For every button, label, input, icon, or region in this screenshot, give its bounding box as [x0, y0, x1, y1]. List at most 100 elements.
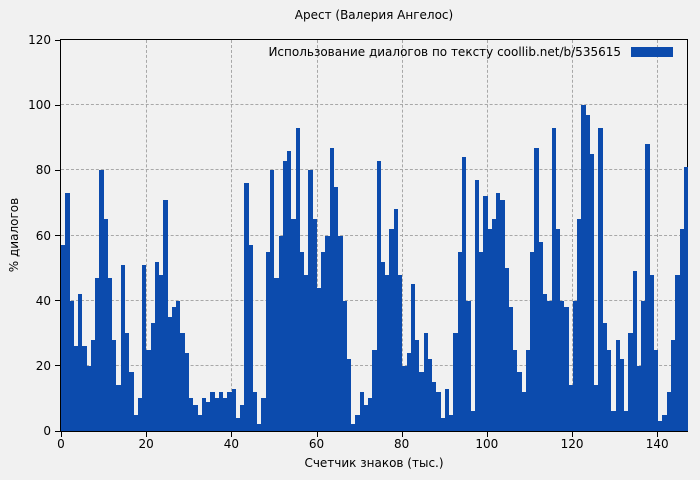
bar [129, 372, 134, 431]
bar [338, 235, 343, 431]
bar [244, 183, 249, 431]
bar [658, 421, 663, 431]
x-tick-mark [572, 431, 574, 437]
bar [167, 316, 172, 431]
bar [461, 157, 467, 431]
bar [645, 144, 650, 431]
bar [355, 414, 360, 431]
bar [193, 404, 198, 431]
legend-label: Использование диалогов по тексту coollib… [268, 45, 621, 59]
bar [312, 219, 317, 431]
v-gridline [572, 40, 574, 431]
h-gridline [61, 104, 687, 106]
bar [376, 160, 381, 431]
bar [351, 424, 356, 431]
bar [568, 385, 573, 431]
bar [577, 219, 582, 431]
bar [146, 349, 151, 431]
bar [607, 349, 612, 431]
bar [496, 193, 501, 431]
bar [137, 398, 143, 431]
bar [329, 147, 334, 431]
y-tick-label: 120 [28, 33, 51, 47]
bar [504, 268, 509, 431]
bar [363, 404, 369, 431]
bar [525, 349, 531, 431]
y-tick-mark [55, 365, 61, 367]
bar [636, 365, 642, 431]
bar [393, 209, 398, 431]
bar [594, 385, 599, 431]
y-tick-mark [55, 430, 61, 432]
bar [116, 385, 121, 431]
bar [543, 294, 548, 431]
bar [308, 170, 313, 431]
y-tick-label: 100 [28, 98, 51, 113]
x-tick-mark [61, 431, 62, 437]
bar [65, 193, 70, 431]
bar [342, 300, 347, 431]
x-tick-label: 40 [223, 437, 239, 451]
bar [572, 300, 578, 431]
bar [538, 242, 544, 431]
bar [295, 127, 300, 431]
h-gridline [61, 234, 687, 236]
bar [163, 199, 168, 431]
bar [410, 284, 416, 431]
x-tick-label: 60 [308, 437, 325, 451]
bar [159, 274, 164, 431]
h-gridline [61, 299, 687, 301]
bar [227, 391, 232, 431]
y-tick-label: 40 [35, 293, 51, 308]
bar [666, 391, 671, 431]
bar [500, 199, 505, 431]
x-tick-label: 0 [57, 437, 65, 451]
v-gridline [231, 40, 233, 431]
bar [649, 274, 654, 431]
chart-title: Арест (Валерия Ангелос) [294, 8, 454, 22]
bar [602, 323, 607, 431]
y-tick-mark [55, 39, 61, 41]
bar [321, 251, 326, 431]
bar [547, 300, 552, 431]
x-tick-mark [486, 431, 488, 437]
bar [86, 365, 91, 431]
x-tick-mark [231, 431, 233, 437]
y-axis-title: % диалогов [7, 197, 21, 273]
bar [619, 359, 625, 431]
bar [265, 251, 271, 431]
y-tick-mark [55, 300, 61, 302]
bar [124, 333, 130, 431]
bar [624, 411, 629, 431]
legend: Использование диалогов по тексту coollib… [268, 45, 673, 59]
y-tick-mark [55, 104, 61, 106]
bar [423, 333, 428, 431]
bar [453, 333, 458, 431]
bar [675, 274, 680, 431]
bar [133, 414, 138, 431]
bar [240, 404, 245, 431]
bar [235, 417, 241, 431]
v-gridline [316, 40, 318, 431]
bar [598, 127, 603, 431]
bar [180, 333, 185, 431]
bar [206, 401, 211, 431]
bar [150, 323, 155, 431]
bar [210, 391, 215, 431]
bar [197, 414, 202, 431]
bar [346, 359, 352, 431]
bar [466, 300, 471, 431]
y-tick-mark [55, 169, 61, 171]
y-tick-label: 80 [35, 163, 51, 178]
bar [385, 274, 390, 431]
bar [372, 349, 377, 431]
y-tick-label: 0 [43, 424, 51, 438]
bar [282, 160, 288, 431]
v-gridline [401, 40, 403, 431]
bar [402, 365, 407, 431]
bar [436, 391, 441, 431]
bar [432, 382, 437, 431]
bar [359, 391, 364, 431]
bar [555, 228, 561, 431]
bar [564, 307, 569, 431]
